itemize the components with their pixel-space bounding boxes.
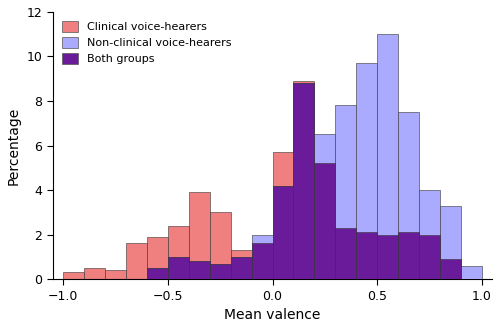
Bar <box>189 192 210 279</box>
Bar <box>147 268 168 279</box>
Bar <box>168 257 189 279</box>
Bar <box>168 257 189 279</box>
Bar <box>398 112 419 279</box>
Y-axis label: Percentage: Percentage <box>7 106 21 185</box>
Bar <box>314 163 336 279</box>
Bar <box>105 270 126 279</box>
Bar <box>272 152 293 279</box>
Bar <box>336 105 356 279</box>
Bar <box>210 264 231 279</box>
Bar <box>398 232 419 279</box>
Bar <box>377 235 398 279</box>
Bar <box>126 243 147 279</box>
Bar <box>230 257 252 279</box>
Bar <box>440 259 461 279</box>
Bar <box>356 232 377 279</box>
Bar <box>272 186 293 279</box>
Bar <box>230 250 252 279</box>
Bar <box>419 235 440 279</box>
Bar <box>230 257 252 279</box>
Bar <box>440 259 461 279</box>
Bar <box>84 268 105 279</box>
Bar <box>419 235 440 279</box>
Bar <box>314 163 336 279</box>
Bar <box>336 228 356 279</box>
Bar <box>398 232 419 279</box>
Bar <box>189 261 210 279</box>
Bar <box>461 266 482 279</box>
Bar <box>419 190 440 279</box>
Bar <box>377 235 398 279</box>
Bar <box>147 268 168 279</box>
Bar <box>210 264 231 279</box>
Bar <box>252 235 272 279</box>
Bar <box>336 228 356 279</box>
Bar <box>252 243 272 279</box>
Bar <box>147 237 168 279</box>
Bar <box>294 81 314 279</box>
Bar <box>210 212 231 279</box>
Bar <box>168 226 189 279</box>
Bar <box>294 83 314 279</box>
X-axis label: Mean valence: Mean valence <box>224 308 321 322</box>
Bar <box>64 272 84 279</box>
Bar <box>189 261 210 279</box>
Bar <box>294 83 314 279</box>
Bar <box>314 134 336 279</box>
Bar <box>377 34 398 279</box>
Bar <box>272 186 293 279</box>
Bar <box>252 243 272 279</box>
Legend: Clinical voice-hearers, Non-clinical voice-hearers, Both groups: Clinical voice-hearers, Non-clinical voi… <box>58 17 235 67</box>
Bar <box>356 232 377 279</box>
Bar <box>440 206 461 279</box>
Bar <box>356 63 377 279</box>
